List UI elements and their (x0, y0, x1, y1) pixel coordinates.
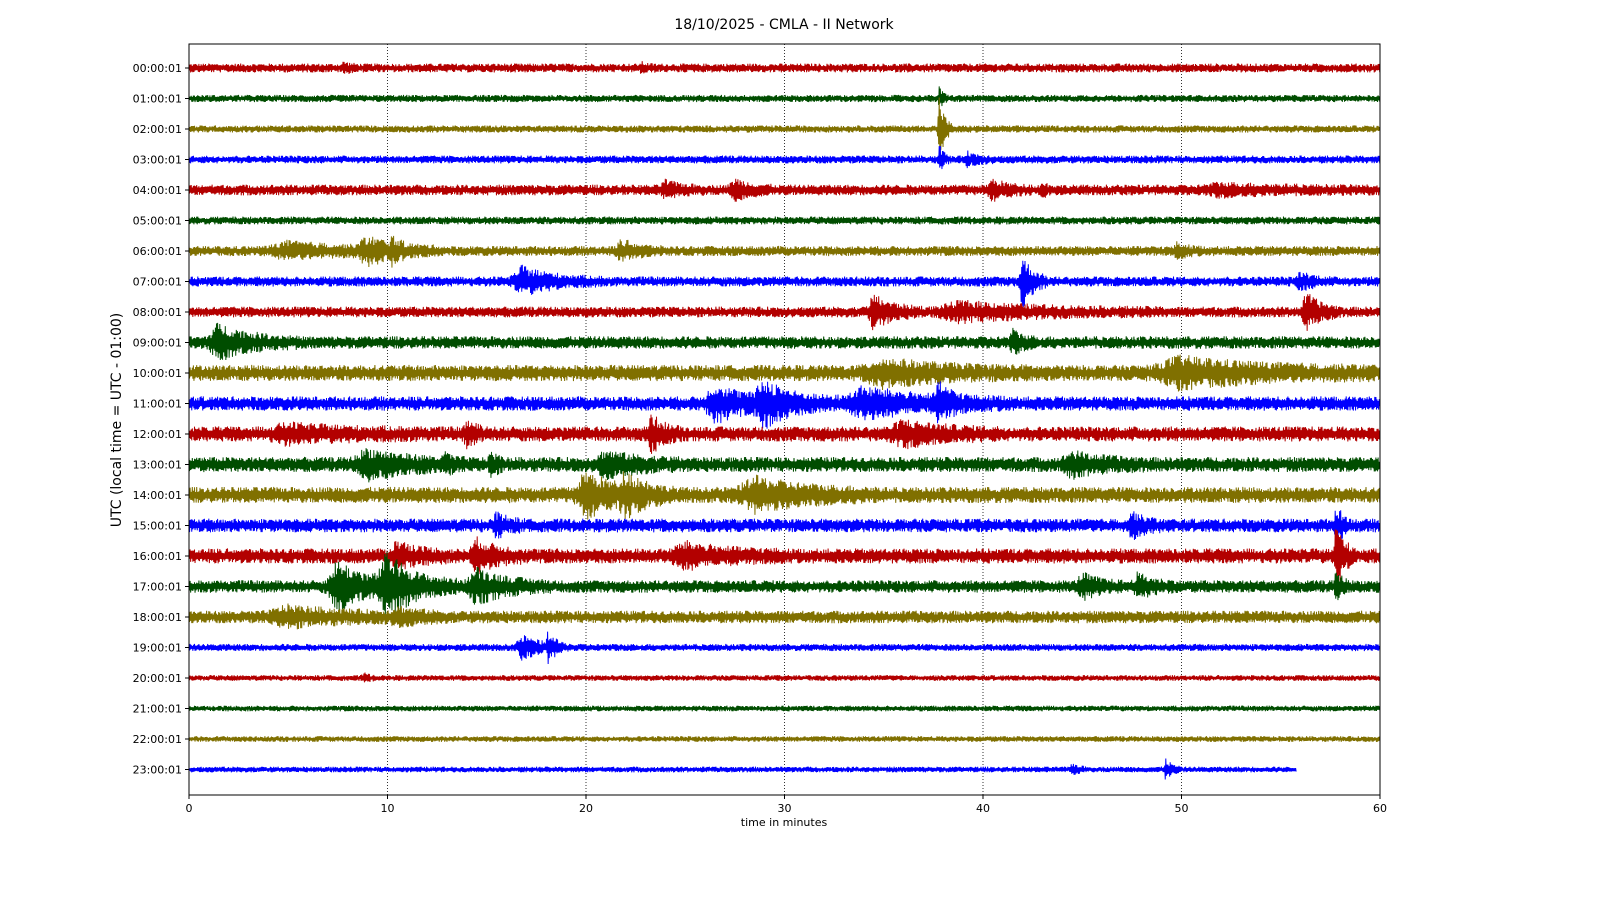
trace-row-16-00-01 (188, 529, 1381, 582)
x-tick-label: 0 (186, 802, 193, 815)
row-time-label: 13:00:01 (133, 459, 182, 472)
x-axis-ticks: 0 10 20 30 40 50 60 (186, 795, 1387, 815)
x-tick-label: 20 (579, 802, 593, 815)
row-time-label: 23:00:01 (133, 764, 182, 777)
row-time-label: 14:00:01 (133, 489, 182, 502)
trace-row-12-00-01 (188, 414, 1381, 454)
trace-row-18-00-01 (188, 603, 1381, 630)
row-time-label: 16:00:01 (133, 550, 182, 563)
trace-row-17-00-01 (188, 551, 1381, 615)
row-time-label: 19:00:01 (133, 642, 182, 655)
row-time-label: 08:00:01 (133, 306, 182, 319)
trace-row-02-00-01 (188, 97, 1381, 150)
trace-row-00-00-01 (188, 61, 1381, 74)
trace-row-13-00-01 (188, 448, 1381, 483)
row-time-label: 17:00:01 (133, 581, 182, 594)
y-axis-label: UTC (local time = UTC - 01:00) (109, 313, 125, 528)
row-time-label: 06:00:01 (133, 245, 182, 258)
trace-row-08-00-01 (188, 294, 1381, 331)
row-time-label: 15:00:01 (133, 520, 182, 533)
x-tick-label: 60 (1373, 802, 1387, 815)
trace-row-23-00-01 (188, 758, 1297, 780)
trace-row-11-00-01 (188, 381, 1381, 429)
x-axis-label: time in minutes (741, 816, 828, 829)
row-time-labels: 00:00:01 01:00:01 02:00:01 03:00:01 04:00:01… (133, 62, 189, 777)
trace-row-22-00-01 (188, 736, 1381, 742)
trace-row-10-00-01 (188, 354, 1381, 392)
row-time-label: 21:00:01 (133, 703, 182, 716)
trace-row-19-00-01 (188, 631, 1381, 665)
trace-row-05-00-01 (188, 216, 1381, 225)
row-time-label: 00:00:01 (133, 62, 182, 75)
row-time-label: 07:00:01 (133, 276, 182, 289)
x-tick-label: 10 (381, 802, 395, 815)
row-time-label: 05:00:01 (133, 215, 182, 228)
row-time-label: 22:00:01 (133, 733, 182, 746)
trace-row-04-00-01 (188, 178, 1381, 202)
trace-row-20-00-01 (188, 672, 1381, 683)
row-time-label: 18:00:01 (133, 611, 182, 624)
vertical-gridlines (387, 44, 1182, 795)
trace-row-09-00-01 (188, 322, 1381, 360)
chart-title: 18/10/2025 - CMLA - II Network (674, 17, 894, 33)
x-tick-label: 40 (976, 802, 990, 815)
trace-row-14-00-01 (188, 471, 1381, 520)
trace-row-06-00-01 (188, 235, 1381, 268)
trace-row-03-00-01 (188, 145, 1381, 170)
row-time-label: 11:00:01 (133, 398, 182, 411)
trace-row-01-00-01 (188, 86, 1381, 107)
row-time-label: 03:00:01 (133, 154, 182, 167)
row-time-label: 20:00:01 (133, 672, 182, 685)
trace-row-21-00-01 (188, 705, 1381, 712)
row-time-label: 01:00:01 (133, 93, 182, 106)
row-time-label: 04:00:01 (133, 184, 182, 197)
x-tick-label: 30 (778, 802, 792, 815)
row-time-label: 02:00:01 (133, 123, 182, 136)
row-time-label: 10:00:01 (133, 367, 182, 380)
row-time-label: 12:00:01 (133, 428, 182, 441)
x-tick-label: 50 (1175, 802, 1189, 815)
trace-row-07-00-01 (188, 260, 1381, 308)
trace-row-15-00-01 (188, 510, 1381, 543)
row-time-label: 09:00:01 (133, 337, 182, 350)
seismic-traces (188, 61, 1381, 780)
